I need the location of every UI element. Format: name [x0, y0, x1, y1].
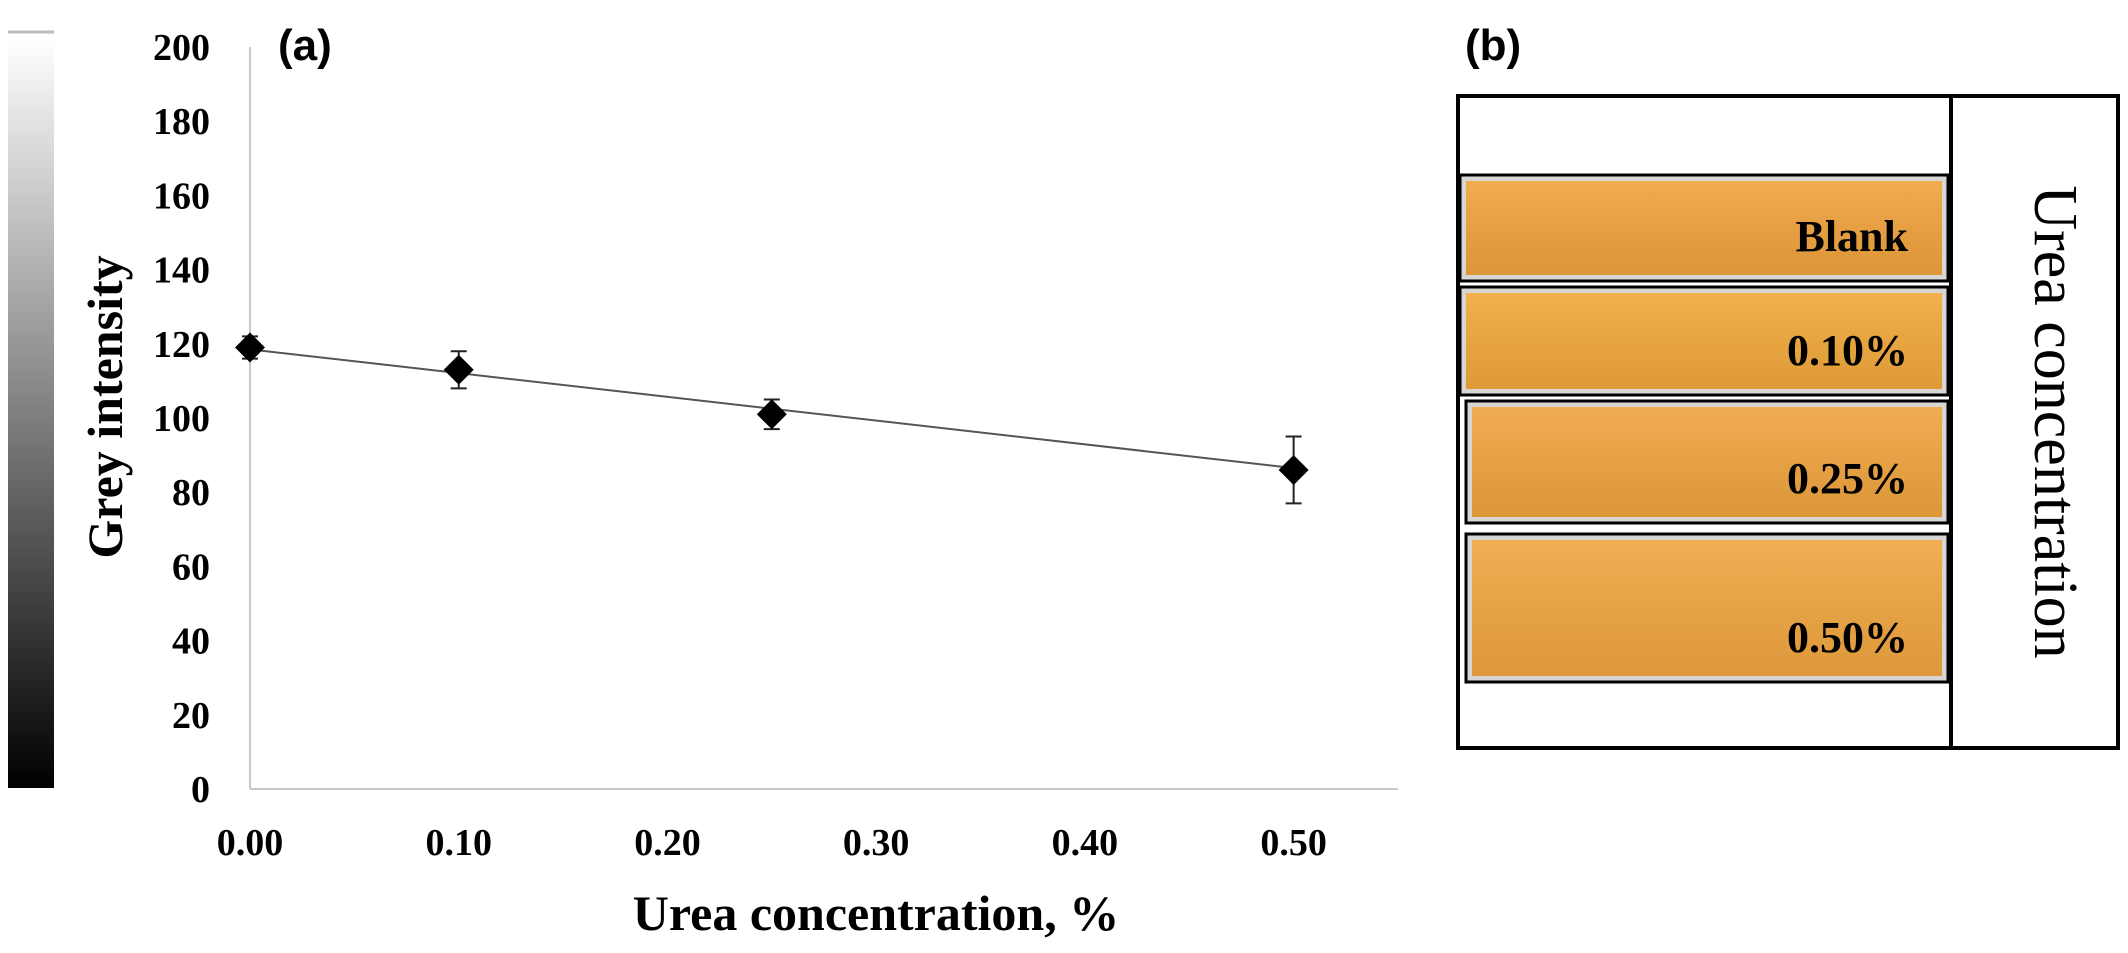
x-tick-label: 0.10: [425, 822, 492, 864]
chart-panel-a: (a) 0 20 40 60 80 100 120 140 160 180 200 0.00 0.10…: [77, 21, 1398, 941]
strip-label: 0.50%: [1787, 613, 1908, 662]
data-point: [1278, 454, 1309, 485]
panel-label-b: (b): [1465, 21, 1521, 70]
x-tick-label: 0.20: [634, 822, 701, 864]
y-tick-label: 60: [172, 546, 210, 588]
y-tick-label: 180: [153, 101, 210, 143]
data-point: [235, 332, 265, 363]
y-tick-label: 80: [172, 472, 210, 514]
side-title: Urea concentration: [2021, 185, 2089, 658]
strip-item: 0.25%: [1464, 399, 1950, 525]
panel-label-a: (a): [278, 21, 332, 70]
data-point: [443, 354, 474, 385]
data-series: [235, 332, 1309, 505]
y-tick-label: 0: [191, 769, 210, 811]
strip-shade: [1472, 407, 1942, 517]
y-tick-label: 140: [153, 250, 210, 292]
y-tick-label: 100: [153, 398, 210, 440]
y-tick-label: 200: [153, 27, 210, 69]
x-tick-label: 0.00: [217, 822, 284, 864]
strip-label: Blank: [1795, 212, 1908, 261]
x-tick-label: 0.30: [843, 822, 910, 864]
y-axis-title: Grey intensity: [77, 255, 133, 558]
strip-list: Blank 0.10% 0.25% 0.50%: [1458, 173, 1950, 684]
colorbar: [8, 38, 54, 788]
data-point: [756, 399, 787, 430]
strip-item: 0.50%: [1464, 532, 1950, 684]
x-tick-label: 0.40: [1052, 822, 1119, 864]
x-axis-title: Urea concentration, %: [633, 885, 1119, 941]
strip-shade: [1466, 181, 1942, 275]
x-axis: 0.00 0.10 0.20 0.30 0.40 0.50: [217, 788, 1398, 864]
strip-shade: [1466, 293, 1942, 389]
strip-item: Blank: [1458, 173, 1950, 283]
strip-label: 0.10%: [1787, 326, 1908, 375]
y-tick-label: 20: [172, 695, 210, 737]
y-axis: 0 20 40 60 80 100 120 140 160 180 200: [153, 27, 251, 811]
photo-panel-b: (b) Blank 0.10% 0.25% 0.50% Urea concentrat…: [1456, 21, 2120, 750]
strip-label: 0.25%: [1787, 454, 1908, 503]
y-tick-label: 40: [172, 621, 210, 663]
y-tick-label: 120: [153, 324, 210, 366]
y-tick-label: 160: [153, 175, 210, 217]
x-tick-label: 0.50: [1260, 822, 1327, 864]
strip-item: 0.10%: [1458, 285, 1950, 397]
strip-shade: [1472, 540, 1942, 676]
